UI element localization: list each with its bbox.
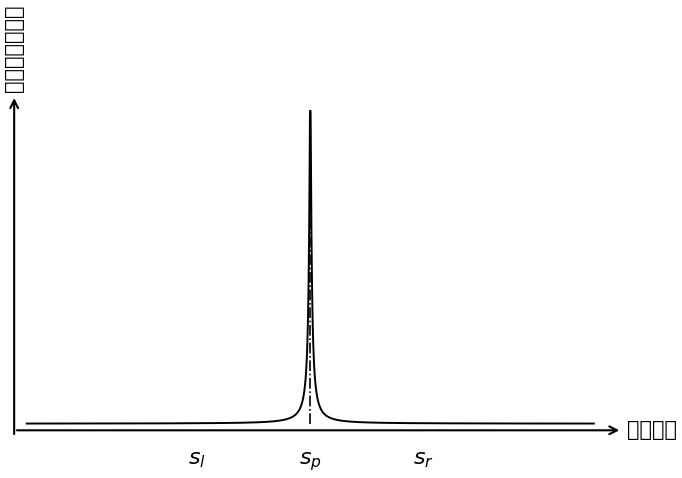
Text: 调焦评价函数値: 调焦评价函数値	[4, 4, 24, 92]
Text: 采样位置: 采样位置	[627, 420, 677, 440]
Text: $s_l$: $s_l$	[188, 450, 206, 470]
Text: $s_p$: $s_p$	[299, 450, 322, 473]
Text: $s_r$: $s_r$	[413, 450, 434, 470]
